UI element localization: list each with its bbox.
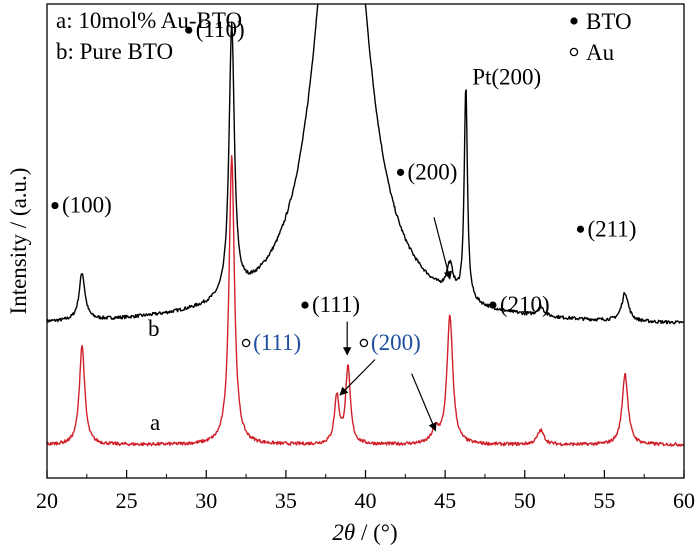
series-group [47, 4, 684, 447]
x-tick-label-40: 40 [355, 488, 377, 513]
series-label-b: b [148, 316, 160, 341]
bto-legend-label: BTO [586, 9, 632, 34]
bto-peak-marker [301, 301, 309, 309]
legend-b: b: Pure BTO [56, 39, 173, 64]
peak-label: (210) [500, 292, 550, 317]
x-tick-label-35: 35 [275, 488, 297, 513]
peak-label: (211) [587, 216, 636, 241]
peak-label: (111) [312, 292, 360, 317]
x-axis: 20 25 30 35 40 45 50 55 60 [36, 470, 695, 513]
x-tick-label-30: 30 [195, 488, 217, 513]
peak-label: (100) [62, 193, 112, 218]
x-tick-label-60: 60 [673, 488, 695, 513]
au-legend-marker [569, 47, 579, 57]
peak-label: (110) [196, 17, 245, 42]
y-axis-title: Intensity / (a.u.) [6, 168, 31, 315]
bto-peak-marker [396, 168, 405, 176]
bto-peak-marker [51, 201, 59, 210]
x-axis-title-symbol: 2θ [332, 520, 355, 545]
x-tick-label-20: 20 [36, 488, 58, 513]
series-label-a: a [150, 410, 160, 435]
x-tick-label-25: 25 [116, 488, 138, 513]
peak-label: (111) [253, 330, 301, 355]
legend-a: a: 10mol% Au-BTO [56, 8, 242, 33]
x-axis-title: 2θ / (°) [332, 520, 397, 545]
x-axis-title-unit: / (°) [355, 520, 397, 545]
au-peak-marker [241, 338, 251, 348]
au-peak-marker [359, 338, 369, 348]
series-b-line [47, 4, 684, 325]
bto-peak-marker [185, 26, 193, 34]
peak-label: (200) [408, 159, 458, 184]
peak-arrows [339, 217, 453, 432]
peak-arrow [433, 217, 453, 280]
x-tick-label-50: 50 [514, 488, 536, 513]
bto-peak-marker [576, 225, 585, 233]
peak-label: (200) [371, 330, 421, 355]
x-tick-label-55: 55 [593, 488, 615, 513]
series-a-line [47, 155, 684, 447]
peak-annotations: (100) (110) (111) (200) (210) (211) (111) (200)… [51, 17, 636, 355]
peak-label: Pt(200) [472, 65, 541, 90]
peak-arrow [339, 359, 376, 396]
au-legend-label: Au [586, 40, 615, 65]
peak-arrow [411, 373, 437, 432]
bto-legend-marker [570, 17, 578, 25]
bto-peak-marker [489, 301, 497, 309]
x-tick-label-45: 45 [434, 488, 456, 513]
